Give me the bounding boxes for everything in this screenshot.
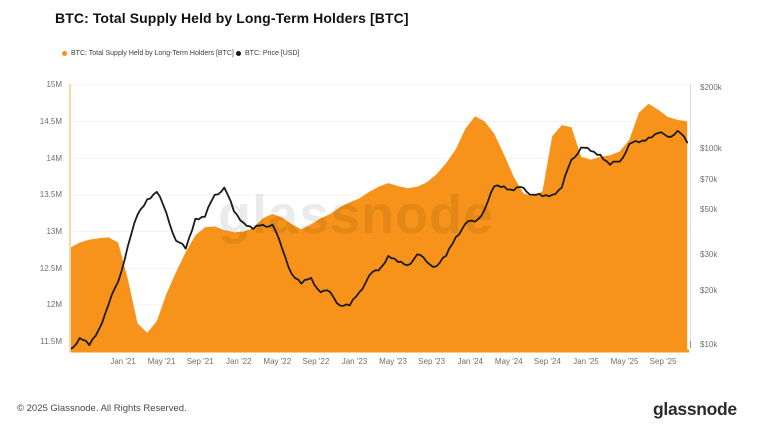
- y-axis-label-right: $200k: [700, 82, 722, 92]
- y-axis-label-right: $20k: [700, 285, 718, 295]
- x-axis-label: May '24: [494, 357, 523, 366]
- x-axis-label: Sep '25: [649, 357, 677, 366]
- x-axis-label: May '22: [263, 357, 292, 366]
- x-axis-label: Sep '23: [418, 357, 446, 366]
- y-axis-label-left: 11.5M: [40, 337, 62, 347]
- y-axis-label-left: 14.5M: [39, 116, 62, 126]
- y-axis-label-left: 13M: [46, 227, 62, 237]
- x-axis-label: Jan '22: [225, 357, 252, 366]
- x-axis-label: Jan '23: [341, 357, 368, 366]
- y-axis-label-left: 15M: [46, 80, 62, 90]
- y-axis-label-right: $30k: [700, 249, 718, 259]
- y-axis-label-left: 13.5M: [39, 190, 62, 200]
- glassnode-logo: glassnode: [653, 399, 737, 419]
- y-axis-label-right: $10k: [700, 339, 718, 349]
- page-title: BTC: Total Supply Held by Long-Term Hold…: [55, 10, 409, 26]
- legend-item-supply-label: BTC: Total Supply Held by Long-Term Hold…: [71, 50, 234, 57]
- x-axis-line: [70, 349, 689, 353]
- y-axis-label-right: $50k: [700, 204, 718, 214]
- legend-item-price[interactable]: BTC: Price [USD]: [236, 50, 299, 57]
- price-line-series: [69, 129, 689, 351]
- price-legend-dot-icon: [236, 51, 241, 56]
- y-axis-label-right: $70k: [700, 175, 718, 185]
- y-axis-label-right: $100k: [700, 143, 722, 153]
- copyright-text: © 2025 Glassnode. All Rights Reserved.: [17, 403, 187, 414]
- x-axis-label: May '23: [379, 357, 407, 366]
- legend-item-price-label: BTC: Price [USD]: [245, 50, 300, 57]
- x-axis-label: Jan '24: [457, 357, 483, 366]
- x-axis-label: Sep '24: [533, 357, 561, 366]
- x-axis-label: Jan '21: [110, 357, 136, 366]
- x-axis-label: May '25: [610, 357, 639, 366]
- y-axis-label-left: 14M: [46, 153, 62, 163]
- x-axis-label: Sep '22: [302, 357, 330, 366]
- x-axis-label: Sep '21: [186, 357, 214, 366]
- supply-legend-dot-icon: [62, 51, 67, 56]
- y-axis-label-left: 12.5M: [39, 263, 62, 273]
- y-axis-label-left: 12M: [46, 300, 62, 310]
- x-axis-label: May '21: [147, 357, 176, 366]
- supply-area-series: [70, 103, 688, 353]
- x-axis-label: Jan '25: [573, 357, 599, 366]
- legend-item-supply[interactable]: BTC: Total Supply Held by Long-Term Hold…: [62, 50, 234, 57]
